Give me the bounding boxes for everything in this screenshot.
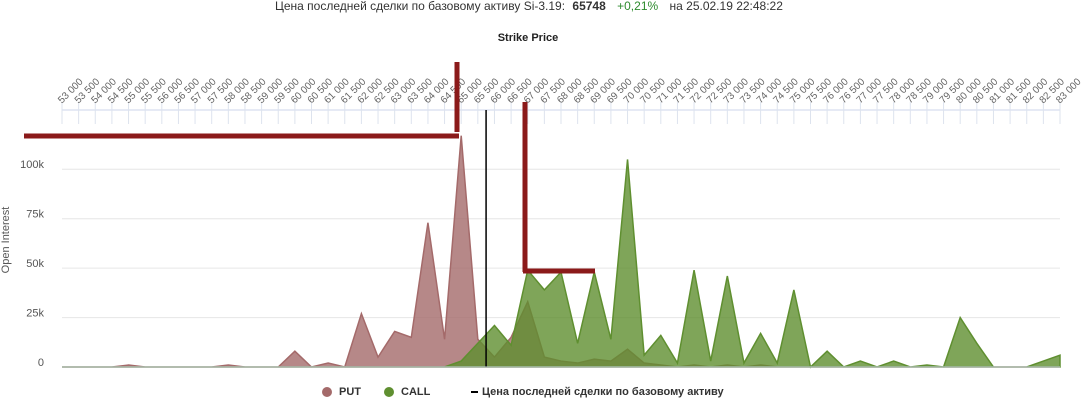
y-tick-label: 50k	[26, 258, 44, 270]
legend-marker	[322, 387, 332, 397]
header-time: на 25.02.19 22:48:22	[670, 0, 784, 13]
y-tick-label: 75k	[26, 209, 44, 221]
legend-label: CALL	[401, 386, 431, 398]
header-price: 65748	[572, 0, 606, 13]
y-tick-label: 100k	[20, 159, 44, 171]
area-call	[62, 159, 1061, 369]
y-tick-label: 0	[38, 357, 44, 369]
annotations	[24, 62, 595, 274]
legend-label: PUT	[339, 386, 361, 398]
header-prefix: Цена последней сделки по базовому активу…	[275, 0, 565, 13]
header: Цена последней сделки по базовому активу…	[275, 0, 783, 13]
legend-marker	[384, 387, 394, 397]
header-change: +0,21%	[617, 0, 658, 13]
legend-label: Цена последней сделки по базовому активу	[482, 386, 724, 398]
y-tick-label: 25k	[26, 307, 44, 319]
y-axis-label: Open Interest	[0, 207, 12, 274]
chart-title: Strike Price	[498, 32, 559, 44]
legend: PUT CALL Цена последней сделки по базовому…	[322, 386, 724, 398]
